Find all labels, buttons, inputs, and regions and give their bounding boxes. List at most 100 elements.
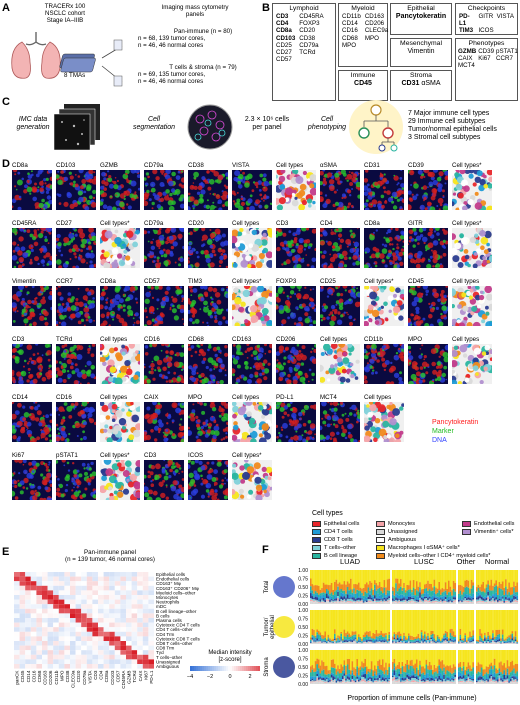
stacked-bar-segment <box>472 582 475 586</box>
stacked-bar-segment <box>316 642 319 644</box>
stacked-bar-segment <box>441 681 444 683</box>
stacked-bar-segment <box>497 600 499 602</box>
stacked-bar-segment <box>359 587 362 592</box>
stacked-bar-segment <box>414 681 417 684</box>
stacked-bar-segment <box>514 678 517 680</box>
heatmap-cell <box>148 604 154 609</box>
stacked-bar-segment <box>436 598 439 600</box>
imc-tile: CCR7 <box>54 278 96 327</box>
stacked-bar-segment <box>416 659 418 668</box>
stacked-bar-segment <box>310 672 312 677</box>
stacked-bar-segment <box>324 631 327 638</box>
phenotyping-step-1: Cell <box>320 116 334 123</box>
imc-tile: Cell types <box>231 394 274 446</box>
stacked-bar-segment <box>482 641 485 643</box>
lymphoid-box: Lymphoid CD3 CD4 CD8a CD103 CD25 CD27 CD57 CD45… <box>272 3 336 101</box>
stacked-bar-segment <box>310 610 312 638</box>
stacked-bar-segment <box>382 593 384 598</box>
stacked-bar-segment <box>444 610 447 631</box>
heatmap-cell <box>120 590 126 595</box>
stacked-bar-segment <box>497 679 499 682</box>
celltype-legend-item: CD8 T cells <box>312 536 359 544</box>
celltype-swatch <box>376 545 385 551</box>
stacked-bar-segment <box>353 680 355 682</box>
stacked-bar-segment <box>443 570 445 590</box>
checkpoint-pd-l1: PD-L1 <box>459 13 470 28</box>
stacked-bar-segment <box>446 600 449 602</box>
stacked-bar-segment <box>340 681 343 683</box>
stacked-bar-segment <box>404 676 407 679</box>
stacked-bar-segment <box>396 578 399 592</box>
stacked-bar-segment <box>392 636 394 640</box>
stacked-bar-segment <box>508 600 510 602</box>
stacked-bar-segment <box>374 643 376 644</box>
stacked-bar-segment <box>428 670 431 677</box>
stacked-bar-segment <box>459 661 462 667</box>
marker-cd57: CD57 <box>276 56 292 64</box>
stacked-bar-segment <box>342 670 344 675</box>
stacked-bar-segment <box>343 642 346 643</box>
stacked-bar-segment <box>395 642 397 644</box>
tile-image <box>142 168 187 212</box>
stacked-bar-segment <box>492 600 494 602</box>
stacked-bar-segment <box>372 680 375 682</box>
heatmap-cell <box>14 618 20 623</box>
heatmap-cell <box>58 622 65 628</box>
stacked-bar-segment <box>484 635 486 637</box>
stacked-bar-segment <box>454 676 457 679</box>
stacked-bar-segment <box>472 635 475 638</box>
stacked-bar-segment <box>337 678 339 681</box>
stacked-bar-segment <box>364 602 367 604</box>
stacked-bar-segment <box>332 673 335 677</box>
stacked-bar-segment <box>313 642 315 644</box>
stacked-bar-segment <box>406 664 409 674</box>
heatmap-cell <box>92 618 98 623</box>
stacked-bar-segment <box>484 682 486 684</box>
celltype-label: B cell lineage <box>324 553 358 559</box>
tile-label: Cell types* <box>232 278 262 285</box>
stacked-bar-segment <box>374 681 376 683</box>
stacked-bar-segment <box>480 681 483 684</box>
heatmap-cell <box>30 590 37 595</box>
stacked-bar-segment <box>495 592 498 598</box>
stacked-bar-segment <box>444 682 447 684</box>
heatmap-cell <box>30 576 37 582</box>
stacked-bar-segment <box>441 596 444 600</box>
stacked-bar-segment <box>383 637 386 639</box>
stacked-bar-segment <box>338 582 341 591</box>
stacked-bar-segment <box>356 610 359 640</box>
stacked-bar-segment <box>319 635 322 638</box>
stacked-bar-segment <box>443 681 445 684</box>
heatmap-cell <box>70 622 76 628</box>
stacked-bar-segment <box>342 666 344 671</box>
heatmap-cell <box>120 659 126 664</box>
stacked-bar-segment <box>408 680 410 682</box>
stacked-bar-segment <box>498 587 501 596</box>
stacked-bar-segment <box>334 640 336 642</box>
heatmap-cell <box>98 604 104 609</box>
stacked-bar-segment <box>393 570 396 588</box>
heatmap-cell <box>19 627 26 632</box>
marker-cd20: CD20 <box>299 27 316 35</box>
stacked-bar-segment <box>404 610 407 637</box>
heatmap-legend-swatch <box>232 666 235 671</box>
stacked-bar-segment <box>343 596 346 599</box>
heatmap-cell <box>126 636 132 641</box>
stacked-bar-segment <box>386 641 389 643</box>
heatmap-cell <box>142 576 149 582</box>
stacked-bar-segment <box>375 636 378 639</box>
marker-cd68: CD68 <box>342 34 358 42</box>
stacked-bar-segment <box>358 681 360 683</box>
stacked-bar-segment <box>383 682 386 684</box>
heatmap-cell <box>58 627 65 632</box>
heatmap-cell <box>98 572 104 577</box>
stacked-bar-segment <box>476 599 478 602</box>
stacked-bar-segment <box>318 594 320 598</box>
heatmap-cell <box>148 627 154 632</box>
stacked-bar-segment <box>412 640 415 642</box>
heatmap-cell <box>120 585 126 591</box>
heatmap-cell <box>58 645 65 651</box>
stacked-bar-segment <box>375 679 378 681</box>
heatmap-cell <box>120 572 126 577</box>
channel-legend: Pancytokeratin Marker DNA <box>432 418 478 445</box>
